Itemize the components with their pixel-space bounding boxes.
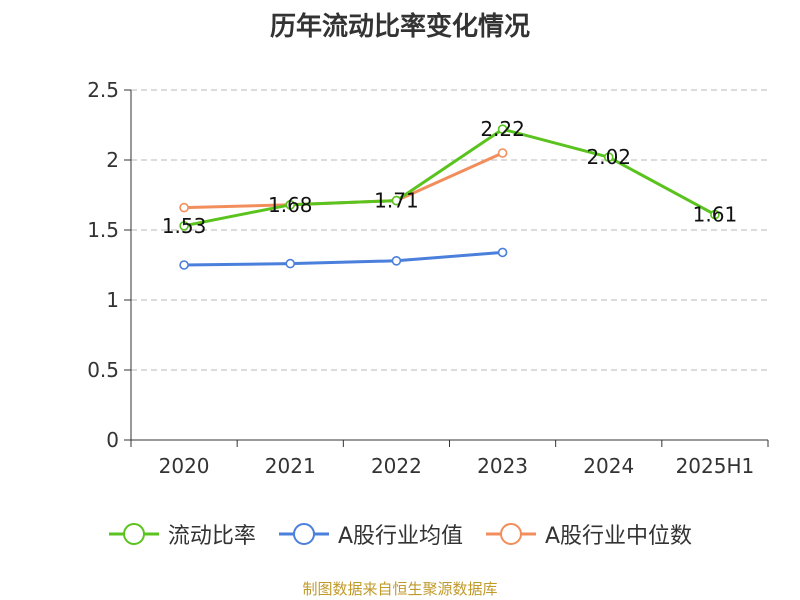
data-point[interactable] — [710, 209, 720, 220]
legend-label: A股行业均值 — [337, 524, 463, 549]
y-tick-label: 0 — [106, 428, 119, 452]
data-point[interactable] — [179, 260, 189, 270]
data-point[interactable] — [603, 152, 614, 162]
legend-item[interactable]: 流动比率 — [108, 518, 256, 550]
legend-item[interactable]: A股行业均值 — [278, 518, 463, 550]
y-tick-label: 2.5 — [87, 78, 119, 102]
data-point[interactable] — [179, 202, 189, 213]
y-tick-label: 1.5 — [87, 218, 119, 242]
source-note: 制图数据来自恒生聚源数据库 — [302, 580, 498, 598]
y-tick-label: 0.5 — [87, 358, 119, 382]
legend-line-icon — [278, 523, 329, 545]
x-tick-label: 2025H1 — [676, 454, 755, 478]
line-chart: 0 0.5 1 1.5 2 2.5 2020 2021 2022 2023 2024 2025H1 1… — [87, 78, 769, 478]
legend-line-icon — [486, 523, 536, 545]
data-label: 1.68 — [268, 193, 313, 217]
axes: 0 0.5 1 1.5 2 2.5 2020 2021 2022 2023 2024 2025H1 — [87, 78, 769, 478]
data-point[interactable] — [391, 195, 402, 206]
series-lines — [179, 124, 720, 270]
data-point[interactable] — [497, 124, 508, 134]
legend-line-icon — [108, 523, 159, 545]
chart-title: 历年流动比率变化情况 — [269, 12, 530, 42]
data-point[interactable] — [497, 148, 508, 158]
data-label: 1.71 — [374, 189, 419, 213]
data-label: 2.02 — [586, 145, 631, 169]
data-labels: 1.53 1.68 1.71 2.22 2.02 1.61 — [162, 117, 737, 238]
x-tick-label: 2020 — [159, 454, 210, 478]
data-point[interactable] — [285, 200, 296, 210]
legend: 流动比率 A股行业均值 A股行业中位数 — [0, 518, 800, 550]
x-tick-label: 2022 — [371, 454, 422, 478]
data-label: 2.22 — [480, 117, 525, 141]
data-point[interactable] — [179, 221, 189, 231]
x-tick-label: 2024 — [583, 454, 634, 478]
data-point[interactable] — [391, 255, 402, 266]
y-tick-label: 2 — [106, 148, 119, 172]
gridlines — [131, 89, 768, 371]
data-label: 1.61 — [693, 203, 738, 227]
y-tick-label: 1 — [106, 288, 119, 312]
legend-label: 流动比率 — [167, 524, 256, 549]
legend-item[interactable]: A股行业中位数 — [485, 518, 692, 550]
series-line — [184, 250, 503, 267]
legend-label: A股行业中位数 — [545, 524, 693, 549]
x-tick-label: 2023 — [477, 454, 528, 478]
data-point[interactable] — [285, 258, 296, 269]
x-tick-label: 2021 — [265, 454, 316, 478]
data-label: 1.53 — [162, 214, 207, 238]
data-point[interactable] — [497, 247, 508, 258]
series-line — [183, 127, 716, 228]
